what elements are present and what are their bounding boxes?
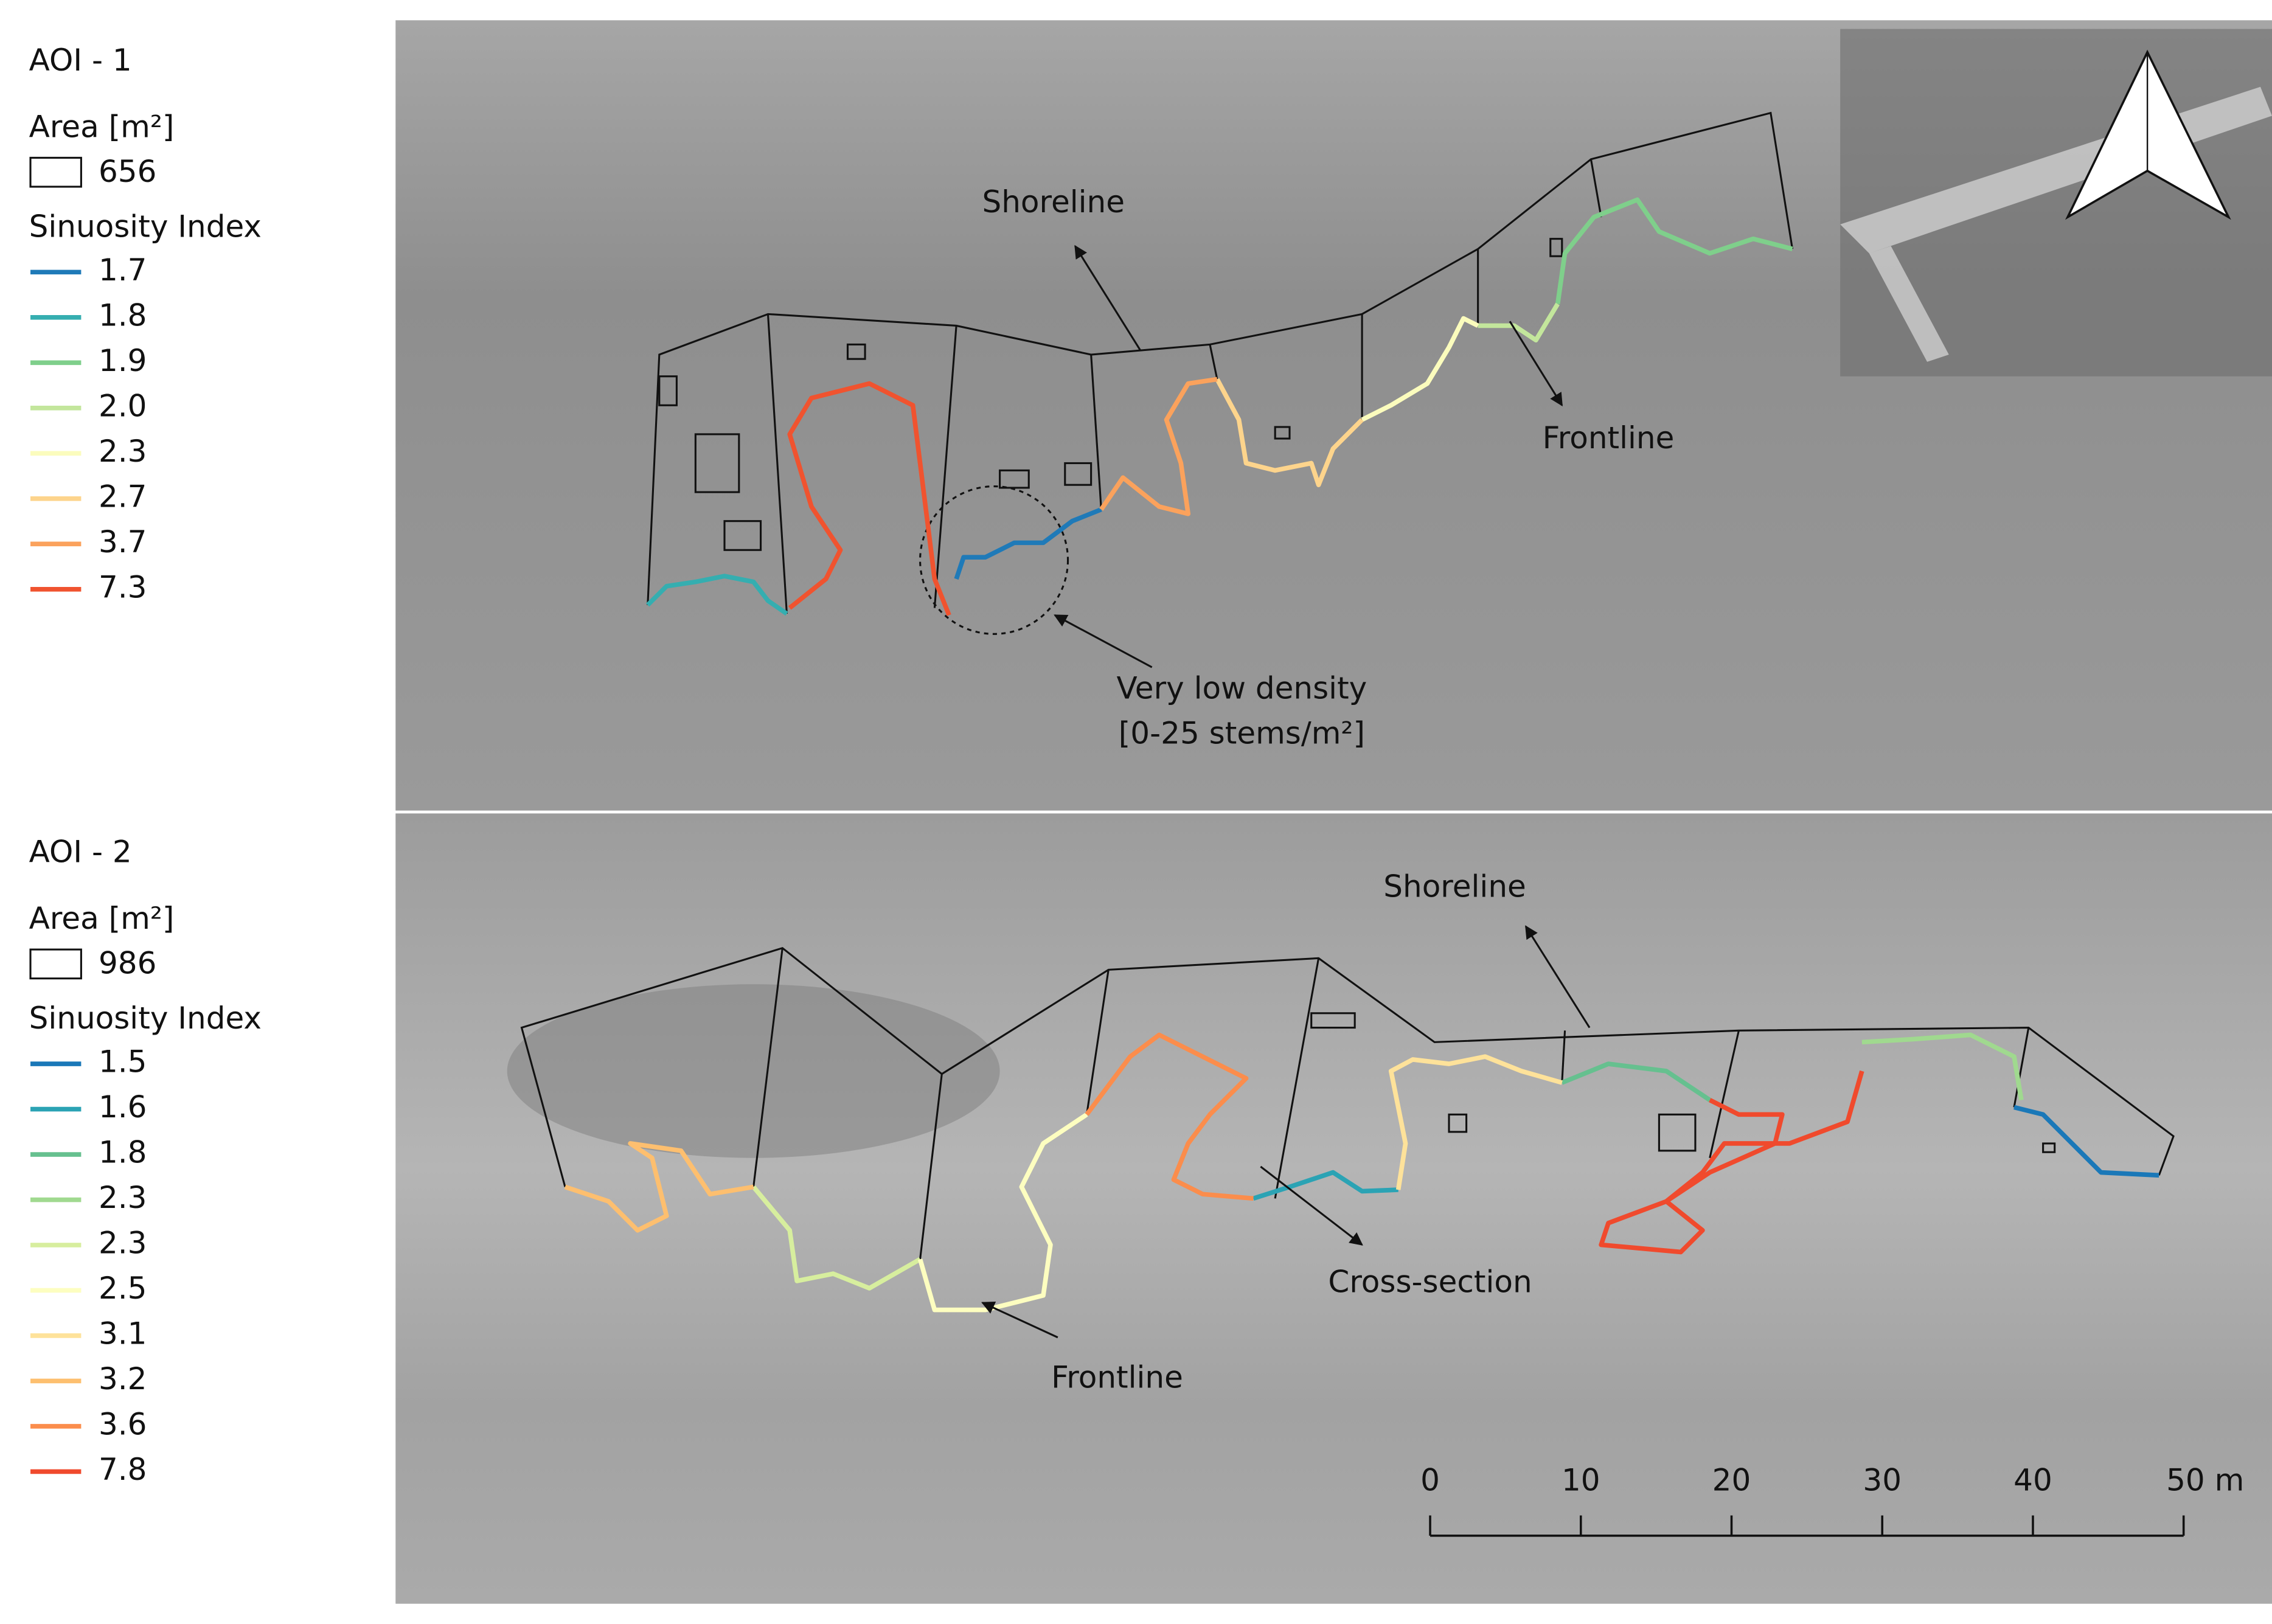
vegetation-patch-outline <box>846 343 866 360</box>
legend-label: 2.7 <box>99 479 147 514</box>
scale-bar-label: 30 <box>1863 1462 1902 1497</box>
frontline-segment <box>1215 378 1364 487</box>
legend-title: Area [m²] <box>29 901 175 936</box>
aerial-image <box>395 813 2272 1604</box>
legend-title: Sinuosity Index <box>29 1001 262 1036</box>
legend-label: 2.3 <box>99 1226 147 1261</box>
scale-bar-label: 40 <box>2013 1462 2052 1497</box>
annotation-arrow <box>981 1302 1058 1339</box>
scale-bar-label: 10 <box>1562 1462 1600 1497</box>
legend-label: 3.7 <box>99 524 147 560</box>
dock <box>1840 86 2272 362</box>
legend-title: Area [m²] <box>29 109 175 144</box>
legend-label: 1.8 <box>99 297 147 333</box>
transect-outline <box>1561 1030 1566 1083</box>
vegetation-patch-outline <box>1310 1012 1356 1029</box>
frontline-segment <box>954 507 1102 580</box>
annotation-arrow <box>1260 1165 1363 1246</box>
vegetation-patch-outline <box>1658 1113 1697 1152</box>
frontline-segment <box>1388 1054 1563 1190</box>
frontline-segment <box>1085 1032 1254 1201</box>
transect-outline <box>520 946 2175 1187</box>
annotation-label: Shoreline <box>1383 869 1526 904</box>
transect-outline <box>752 948 783 1187</box>
vegetation-patch-outline <box>1274 426 1291 440</box>
frontline-segment <box>1099 377 1218 516</box>
vegetation-patch-outline <box>1448 1113 1468 1133</box>
frontline-segment <box>1599 1070 1864 1255</box>
legend-title: Sinuosity Index <box>29 209 262 245</box>
area-value: 656 <box>99 154 156 189</box>
transect-outline <box>1085 970 1110 1115</box>
annotation-arrow <box>1054 614 1153 668</box>
frontline-segment <box>646 574 788 616</box>
highlight-circle <box>919 485 1069 635</box>
legend-label: 2.5 <box>99 1271 147 1306</box>
annotation-arrow <box>1524 925 1591 1029</box>
legend-label: 1.6 <box>99 1089 147 1125</box>
legend-label: 7.8 <box>99 1452 147 1487</box>
frontline-segment <box>751 1185 922 1291</box>
transect-outline <box>766 314 788 614</box>
vegetation-patch-outline <box>2042 1142 2056 1153</box>
legend-label: 1.9 <box>99 343 147 378</box>
transect-outline <box>919 1074 943 1260</box>
area-swatch <box>29 156 82 188</box>
transect-outline <box>933 325 957 608</box>
scale-bar-label: 20 <box>1712 1462 1751 1497</box>
vegetation-patch-outline <box>1064 462 1093 486</box>
annotation-label: Frontline <box>1051 1359 1183 1395</box>
area-swatch <box>29 948 82 980</box>
scale-bar-label: 50 m <box>2166 1462 2244 1497</box>
transect-outline <box>1090 354 1102 510</box>
transect-outline <box>1209 344 1218 380</box>
panel-title: AOI - 2 <box>29 835 132 870</box>
vegetation-patch-outline <box>658 375 678 406</box>
legend-label: 1.5 <box>99 1044 147 1080</box>
frontline-segment <box>787 381 951 616</box>
frontline-segment <box>2013 1105 2159 1178</box>
frontline-segment <box>1478 302 1560 343</box>
legend-label: 2.3 <box>99 434 147 469</box>
area-value: 986 <box>99 946 156 981</box>
annotation-arrow <box>1074 245 1141 351</box>
frontline-segment <box>1561 1061 1711 1102</box>
transect-outline <box>1709 1030 1740 1159</box>
vegetation-patch-outline <box>1549 238 1563 257</box>
legend-label: 1.8 <box>99 1135 147 1170</box>
legend-label: 3.1 <box>99 1316 147 1351</box>
annotation-arrow <box>1509 321 1563 407</box>
vegetation-patch-outline <box>694 433 740 493</box>
legend-label: 2.0 <box>99 388 147 423</box>
transect-outline <box>1589 159 1602 218</box>
annotation-label: [0-25 stems/m²] <box>1119 715 1365 751</box>
annotation-label: Cross-section <box>1328 1264 1532 1299</box>
vegetation-patch-outline <box>723 520 762 551</box>
transect-outline <box>2013 1027 2030 1108</box>
vegetation-patch <box>507 984 1000 1158</box>
scale-bar-label: 0 <box>1420 1462 1440 1497</box>
annotation-label: Very low density <box>1116 671 1367 706</box>
legend-label: 3.6 <box>99 1406 147 1442</box>
legend-label: 1.7 <box>99 252 147 288</box>
panel-title: AOI - 1 <box>29 43 132 78</box>
transect-outline <box>1274 958 1320 1199</box>
frontline-segment <box>1555 197 1793 305</box>
annotation-label: Frontline <box>1543 420 1675 456</box>
frontline-segment <box>564 1141 754 1233</box>
legend-label: 7.3 <box>99 569 147 605</box>
frontline-segment <box>917 1112 1088 1313</box>
vegetation-patch-outline <box>999 469 1030 489</box>
legend-label: 3.2 <box>99 1361 147 1397</box>
frontline-segment <box>1861 1032 2024 1101</box>
frontline-segment <box>1361 316 1479 422</box>
legend-label: 2.3 <box>99 1180 147 1215</box>
frontline-segment <box>1252 1170 1398 1201</box>
annotation-label: Shoreline <box>982 184 1125 220</box>
